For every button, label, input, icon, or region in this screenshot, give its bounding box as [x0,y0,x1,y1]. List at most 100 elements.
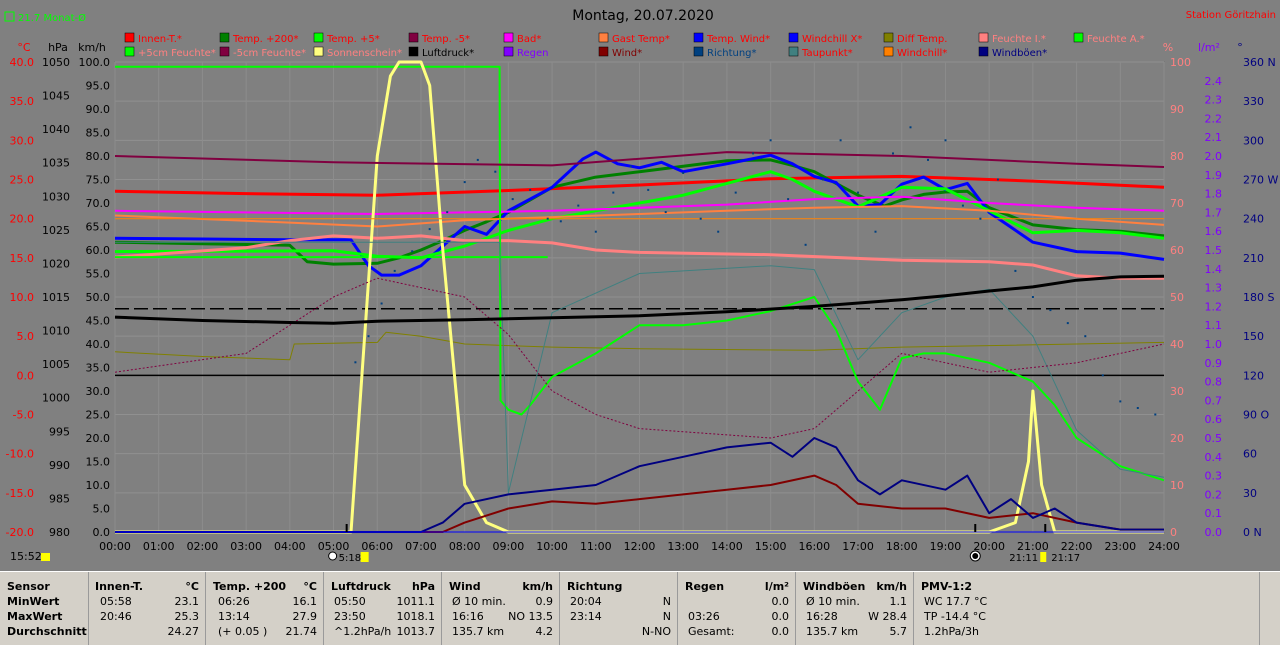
wind-direction-point [354,361,357,364]
wind-direction-point [961,204,964,207]
wind-direction-point [546,217,549,220]
legend-swatch [1073,32,1084,43]
axis-tick-celsius: 35.0 [10,95,35,108]
axis-unit-label: l/m² [1198,41,1220,54]
series-line-gast-temp [114,205,1165,228]
wind-direction-point [927,158,929,161]
axis-tick-lm2: 1.5 [1205,244,1223,257]
series-line-innen-t [114,174,1165,197]
stats-row: 05:50 1011.1 [324,594,441,609]
stats-row-label: Sensor [7,580,50,593]
legend-label: Bad* [517,34,541,45]
legend-swatch [124,46,135,57]
axis-tick-degree: 240 [1243,213,1264,226]
axis-unit-label: % [1163,41,1173,54]
axis-tick-hpa: 1005 [42,358,70,371]
axis-unit-label: km/h [78,41,106,54]
stats-row: 03:26 0.0 [678,609,795,624]
stats-cell-left: 05:50 [334,595,366,608]
x-tick-label: 21:00 [1017,540,1049,553]
legend-label: Feuchte A.* [1087,34,1145,45]
stats-row: Ø 10 min. 0.9 [442,594,559,609]
legend-label: Wind* [612,48,642,59]
axis-tick-lm2: 1.1 [1205,319,1223,332]
stats-section: Luftdruck hPa 05:50 1011.1 23:50 1018.1 ^1.2hP… [324,572,442,645]
stats-row: Gesamt: 0.0 [678,624,795,639]
axis-tick-kmh: 20.0 [86,432,111,445]
wind-direction-point [682,172,685,174]
stats-cell-value: 4.2 [535,625,554,638]
legend-swatch [503,32,514,43]
x-tick-label: 20:00 [973,540,1005,553]
wind-direction-point [446,211,449,214]
stats-cell-left: 23:14 [570,610,602,623]
legend-swatch [598,46,609,57]
axis-tick-hpa: 1025 [42,224,70,237]
axis-unit-label: ° [1237,41,1243,54]
legend-swatch [598,32,609,43]
axis-tick-kmh: 60.0 [86,244,111,257]
wind-direction-point [559,220,562,223]
axis-tick-lm2: 1.0 [1205,338,1223,351]
stats-row: ^1.2hPa/h 1013.7 [324,624,441,639]
legend-label: Diff Temp. [897,34,947,45]
axis-tick-kmh: 30.0 [86,385,111,398]
wind-direction-point [647,188,650,191]
legend-label: +5cm Feuchte* [138,48,216,59]
wind-direction-point [494,170,497,173]
stats-row: 135.7 km 5.7 [796,624,913,639]
axis-tick-lm2: 2.2 [1205,112,1223,125]
series-line-wind [115,474,1164,533]
axis-tick-lm2: 0.3 [1205,470,1223,483]
legend-label: Temp. +200* [232,34,298,45]
stats-section-title: Luftdruck [331,580,391,593]
stats-section-unit: km/h [522,580,553,593]
wind-direction-point [463,181,466,184]
stats-section-title: Temp. +200 [213,580,287,593]
axis-tick-celsius: 25.0 [10,174,35,187]
stats-cell-left: ^1.2hPa/h [334,625,392,638]
axis-tick-kmh: 70.0 [86,197,111,210]
wind-direction-point [577,204,580,207]
stats-cell-left: TP -14.4 °C [924,610,986,623]
axis-tick-lm2: 1.4 [1205,263,1223,276]
stats-section-unit: hPa [411,580,435,593]
stats-cell-left: Ø 10 min. [452,595,506,608]
axis-tick-kmh: 65.0 [86,221,111,234]
axis-tick-percent: 100 [1170,56,1191,69]
axis-tick-lm2: 0.7 [1205,394,1223,407]
axis-tick-kmh: 85.0 [86,127,111,140]
wind-direction-point [629,165,632,168]
stats-cell-value: 0.0 [771,625,790,638]
wind-direction-point [944,139,947,142]
legend-swatch [408,46,419,57]
legend-label: Luftdruck* [422,48,474,59]
stats-section-unit: km/h [876,580,907,593]
wind-direction-point [699,217,702,220]
wind-direction-point [1049,309,1052,312]
stats-row: Durchschnitt [0,624,88,639]
axis-tick-degree: 30 [1243,487,1257,500]
legend-swatch [883,46,894,57]
chart-title: Montag, 20.07.2020 [572,8,714,24]
stats-cell-value: N-NO [641,625,671,638]
axis-tick-hpa: 1015 [42,291,70,304]
stats-section: Regen l/m² 0.0 03:26 0.0 Gesamt: 0.0 [678,572,796,645]
axis-tick-lm2: 1.2 [1205,300,1223,313]
axis-tick-kmh: 90.0 [86,103,111,116]
wind-direction-point [717,230,720,233]
axis-tick-degree: 60 [1243,448,1257,461]
series-line--5cm-feuchte [114,277,1165,439]
x-tick-label: 10:00 [536,540,568,553]
wind-direction-point [839,139,842,142]
clock-sun-icon [41,553,50,561]
stats-row: Sensor [0,579,88,594]
wind-direction-point [909,126,912,129]
stats-cell-value: 5.7 [889,625,908,638]
stats-section-title: Innen-T. [95,580,144,593]
stats-row: 13:14 27.9 [206,609,323,624]
stats-section: Windböen km/h Ø 10 min. 1.1 16:28 W 28.4 135.7… [796,572,914,645]
axis-tick-hpa: 980 [49,526,70,539]
stats-cell-left: 05:58 [100,595,132,608]
